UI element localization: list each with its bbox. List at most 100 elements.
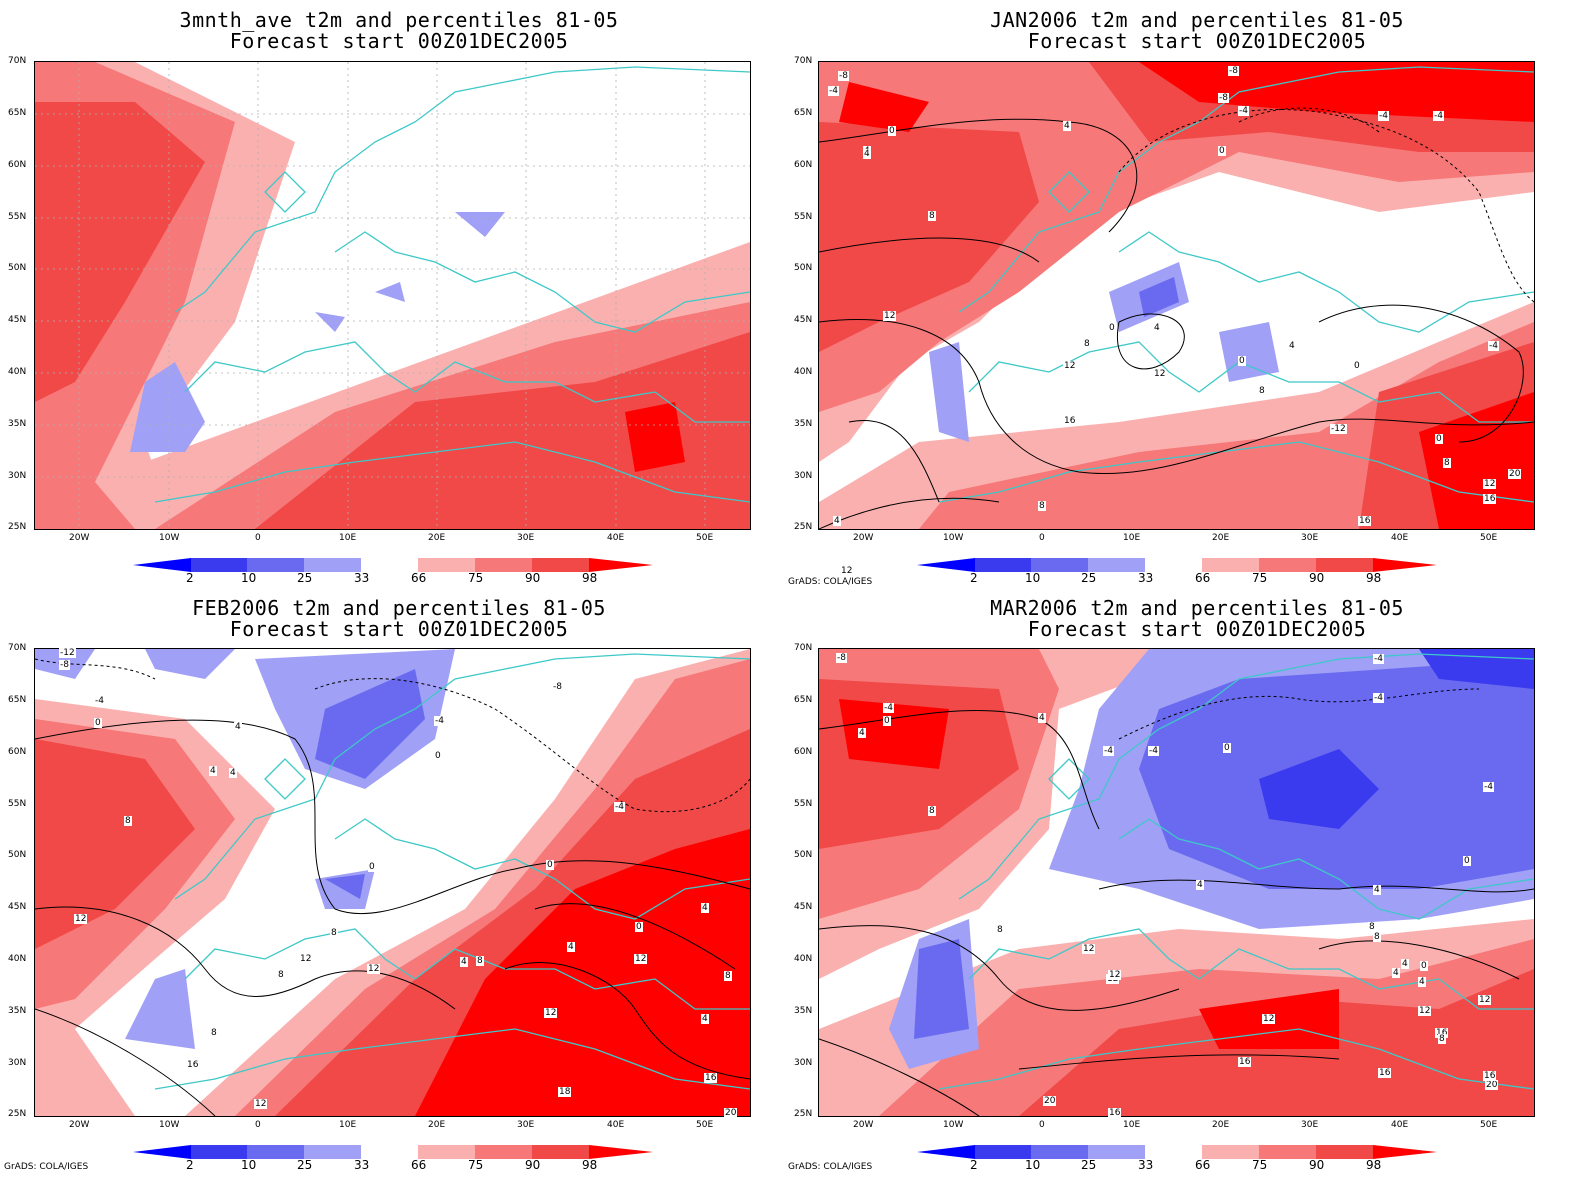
contour-value-label: 8 — [1373, 932, 1381, 942]
contour-value-label: -4 — [828, 86, 839, 96]
contour-value-label: 0 — [1420, 961, 1428, 971]
anomaly-shading-blue-deep — [1259, 649, 1534, 829]
anomaly-shading-blue-mid — [914, 659, 1534, 1039]
contour-value-label: 4 — [1288, 341, 1296, 351]
contour-value-label: 12 — [1108, 970, 1122, 980]
panel-title-line1: 3mnth_ave t2m and percentiles 81-05 — [179, 8, 619, 32]
colorbar-svg — [917, 558, 1437, 572]
contour-value-label: -4 — [883, 703, 894, 713]
panel-title-line1: FEB2006 t2m and percentiles 81-05 — [192, 596, 606, 620]
contour-value-label: 4 — [229, 768, 237, 778]
contour-value-label: 20 — [1485, 1080, 1499, 1090]
contour-value-label: 4 — [833, 516, 841, 526]
contour-value-label: 0 — [1108, 323, 1116, 333]
anomaly-shading-red-strong — [819, 679, 1534, 1116]
lat-label: 30N — [794, 471, 813, 481]
lon-label: 10W — [159, 533, 180, 543]
colorbar-label: 98 — [582, 571, 598, 585]
coastline — [938, 653, 1534, 1090]
contour-value-label: 0 — [546, 860, 554, 870]
contour-value-label: -4 — [614, 802, 625, 812]
lon-label: 10W — [943, 1120, 964, 1130]
lon-label: 40E — [1391, 1120, 1409, 1130]
colorbar-svg — [133, 1145, 653, 1159]
colorbar-label: 75 — [1252, 571, 1268, 585]
contour-value-label: -4 — [434, 716, 445, 726]
panel-mar2006: MAR2006 t2m and percentiles 81-05 Foreca… — [788, 598, 1596, 1196]
contour-value-label: 12 — [634, 954, 648, 964]
contour-value-label: 8 — [1368, 922, 1376, 932]
colorbar-label: 2 — [970, 1158, 978, 1172]
lat-label: 70N — [8, 643, 27, 653]
coastline — [154, 653, 750, 1090]
lon-label: 10E — [339, 1120, 357, 1130]
lat-label: 50N — [794, 850, 813, 860]
contour-value-label: 12 — [1063, 361, 1077, 371]
contour-value-label: 8 — [928, 211, 936, 221]
panel-title-line1: JAN2006 t2m and percentiles 81-05 — [990, 8, 1404, 32]
map-field-svg — [35, 649, 750, 1116]
contour-value-label: 8 — [1438, 1034, 1446, 1044]
colorbar-label: 98 — [1366, 1158, 1382, 1172]
lon-label: 20W — [69, 533, 90, 543]
colorbar-label: 10 — [1025, 1158, 1041, 1172]
contour-value-label: 0 — [1463, 856, 1471, 866]
contour-value-label: 16 — [1483, 494, 1497, 504]
lon-label: 30E — [517, 533, 535, 543]
contour-value-label: 20 — [1508, 469, 1522, 479]
lon-label: 20E — [428, 1120, 446, 1130]
anomaly-shading-blue-light — [130, 212, 505, 452]
lat-label: 30N — [8, 1058, 27, 1068]
panel-title-line2: Forecast start 00Z01DEC2005 — [1027, 29, 1367, 53]
grads-credit: GrADS: COLA/IGES — [788, 577, 873, 587]
map-field-svg — [819, 62, 1534, 529]
contour-value-label: -8 — [838, 71, 849, 81]
coastline — [154, 66, 750, 503]
percentile-colorbar: 2 10 25 33 66 75 90 98 — [133, 1144, 653, 1174]
lon-label: 20W — [69, 1120, 90, 1130]
lat-label: 25N — [8, 522, 27, 532]
colorbar-label: 10 — [241, 571, 257, 585]
contour-value-label: 18 — [558, 1087, 572, 1097]
contour-value-label: 12 — [254, 1099, 268, 1109]
lat-label: 45N — [794, 902, 813, 912]
contour-value-label: 16 — [704, 1073, 718, 1083]
contour-value-label: 12 — [1478, 995, 1492, 1005]
lat-label: 40N — [794, 954, 813, 964]
contour-value-label: 4 — [701, 903, 709, 913]
lon-label: 0 — [1039, 533, 1045, 543]
lat-label: 40N — [8, 954, 27, 964]
contour-value-label: 8 — [1258, 386, 1266, 396]
contour-value-label: 8 — [1443, 458, 1451, 468]
contour-value-label: -4 — [1148, 746, 1159, 756]
contour-value-label: 4 — [858, 728, 866, 738]
colorbar-label: 75 — [1252, 1158, 1268, 1172]
contour-value-label: -4 — [1103, 746, 1114, 756]
lon-label: 30E — [1301, 533, 1319, 543]
lat-label: 60N — [794, 160, 813, 170]
colorbar-label: 90 — [525, 1158, 541, 1172]
colorbar-label: 90 — [525, 571, 541, 585]
contour-value-label: -4 — [1373, 654, 1384, 664]
lat-label: 25N — [794, 1109, 813, 1119]
lon-label: 0 — [1039, 1120, 1045, 1130]
lat-label: 55N — [794, 799, 813, 809]
temperature-contours — [35, 719, 750, 1116]
map-plot-area — [818, 61, 1535, 530]
contour-value-label: 4 — [1392, 968, 1400, 978]
contour-value-label: 16 — [186, 1060, 200, 1070]
contour-value-label: 4 — [567, 942, 575, 952]
dashed-contours — [35, 658, 750, 813]
lat-label: 35N — [8, 1006, 27, 1016]
contour-value-label: 0 — [434, 751, 442, 761]
contour-value-label: 4 — [1373, 885, 1381, 895]
lat-label: 25N — [794, 522, 813, 532]
contour-value-label: 8 — [928, 806, 936, 816]
colorbar-label: 33 — [354, 571, 370, 585]
lon-label: 40E — [1391, 533, 1409, 543]
contour-value-label: 4 — [460, 957, 468, 967]
lon-label: 10E — [1123, 533, 1141, 543]
contour-value-label: 4 — [1418, 977, 1426, 987]
map-plot-area — [34, 648, 751, 1117]
colorbar-label: 33 — [1138, 1158, 1154, 1172]
